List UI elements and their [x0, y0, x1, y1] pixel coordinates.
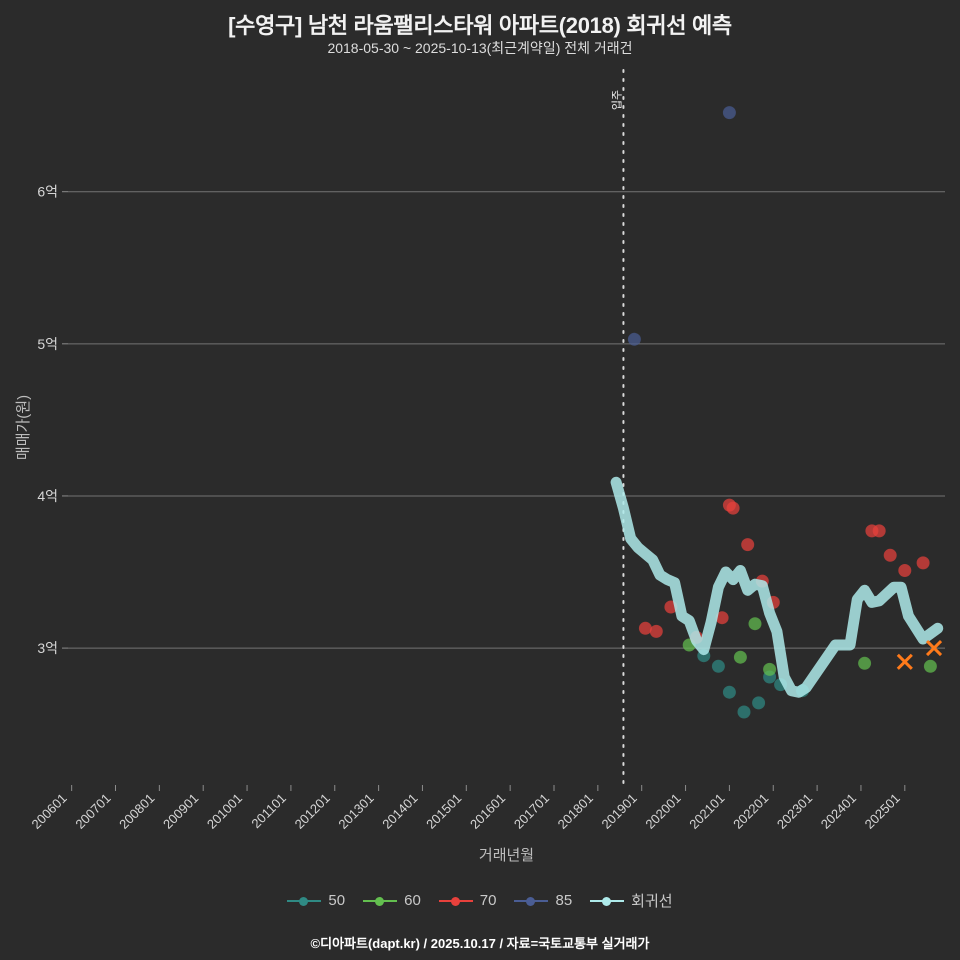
- scatter-point: [858, 656, 872, 670]
- x-tick-label: 200601: [28, 791, 69, 832]
- chart-legend: 50 60 70 85 회귀선: [0, 890, 960, 911]
- x-tick-label: 201901: [599, 791, 640, 832]
- scatter-point: [748, 617, 762, 631]
- x-tick-label: 201001: [204, 791, 245, 832]
- legend-label: 70: [479, 892, 497, 909]
- x-tick-label: 201201: [292, 791, 333, 832]
- scatter-point: [741, 538, 755, 552]
- scatter-point: [722, 685, 736, 699]
- scatter-point: [872, 524, 886, 538]
- scatter-point: [763, 662, 777, 676]
- scatter-point: [737, 705, 751, 719]
- legend-label: 85: [555, 892, 573, 909]
- scatter-point: [898, 564, 912, 577]
- x-tick-label: 201801: [555, 791, 596, 832]
- legend-marker-icon: [590, 894, 625, 908]
- scatter-point: [711, 659, 725, 673]
- x-tick-label: 201701: [511, 791, 552, 832]
- scatter-point: [752, 696, 766, 710]
- y-tick-label: 5억: [37, 336, 58, 352]
- x-tick-label: 201601: [467, 791, 508, 832]
- legend-marker-icon: [438, 894, 473, 908]
- scatter-point: [733, 650, 747, 664]
- scatter-point: [627, 332, 641, 346]
- scatter-point: [649, 624, 663, 638]
- x-tick-label: 201501: [423, 791, 464, 832]
- legend-item-60[interactable]: 60: [363, 892, 421, 909]
- legend-marker-icon: [514, 894, 549, 908]
- x-axis-title: 거래년월: [479, 847, 534, 864]
- y-tick-label: 3억: [37, 640, 58, 656]
- x-tick-label: 202201: [730, 791, 771, 832]
- predicted-point-marker: [925, 640, 943, 657]
- annotation-vline-label: 입주: [610, 90, 623, 110]
- scatter-point: [726, 501, 740, 515]
- x-tick-label: 200901: [160, 791, 201, 832]
- x-tick-label: 200701: [72, 791, 113, 832]
- legend-label: 50: [328, 892, 346, 909]
- regression-line: [610, 476, 944, 698]
- scatter-point: [923, 659, 937, 673]
- x-tick-label: 202301: [774, 791, 815, 832]
- y-axis-title: 매매가(원): [15, 395, 32, 460]
- x-tick-label: 202001: [642, 791, 683, 832]
- legend-marker-icon: [287, 894, 322, 908]
- x-tick-label: 201301: [335, 791, 376, 832]
- scatter-point: [722, 106, 736, 120]
- legend-item-회귀선[interactable]: 회귀선: [590, 890, 673, 911]
- scatter-point: [916, 556, 930, 570]
- x-tick-label: 202501: [862, 791, 903, 832]
- x-tick-label: 202101: [686, 791, 727, 832]
- chart-subtitle: 2018-05-30 ~ 2025-10-13(최근계약일) 전체 거래건: [327, 40, 633, 56]
- y-tick-label: 4억: [37, 488, 58, 504]
- legend-label: 60: [404, 892, 421, 909]
- x-tick-label: 202401: [818, 791, 859, 832]
- scatter-point: [638, 621, 652, 635]
- page-title: [수영구] 남천 라움팰리스타워 아파트(2018) 회귀선 예측: [228, 13, 732, 38]
- chart-footer: ©디아파트(dapt.kr) / 2025.10.17 / 자료=국토교통부 실…: [310, 936, 650, 951]
- predicted-point-marker: [896, 653, 913, 670]
- x-tick-label: 200801: [116, 791, 157, 832]
- legend-item-70[interactable]: 70: [438, 892, 497, 909]
- y-tick-label: 6억: [37, 184, 58, 200]
- legend-label: 회귀선: [631, 893, 673, 910]
- x-tick-label: 201401: [379, 791, 420, 832]
- legend-item-50[interactable]: 50: [287, 892, 345, 909]
- scatter-point: [883, 548, 897, 562]
- legend-marker-icon: [363, 894, 398, 908]
- legend-item-85[interactable]: 85: [514, 892, 572, 909]
- x-tick-label: 201101: [248, 791, 289, 832]
